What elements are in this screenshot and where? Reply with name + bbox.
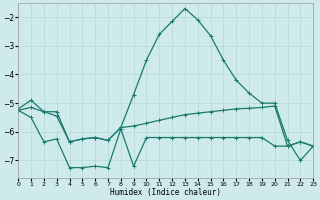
X-axis label: Humidex (Indice chaleur): Humidex (Indice chaleur)	[110, 188, 221, 197]
